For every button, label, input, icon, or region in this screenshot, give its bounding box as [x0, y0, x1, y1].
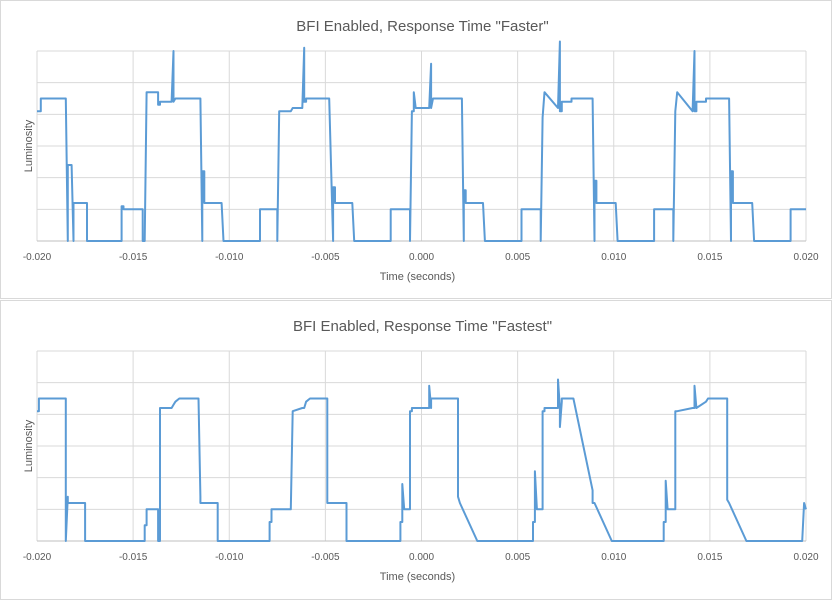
x-tick-label: 0.020	[793, 552, 818, 563]
x-tick-label: 0.010	[601, 552, 626, 563]
chart-panel-fastest: BFI Enabled, Response Time "Fastest" -0.0…	[0, 300, 832, 600]
x-tick-label: -0.020	[23, 552, 52, 563]
x-tick-label: -0.015	[119, 252, 148, 263]
x-tick-label: -0.020	[23, 252, 52, 263]
y-axis-label: Luminosity	[23, 419, 35, 472]
x-tick-label: 0.010	[601, 252, 626, 263]
x-tick-label: -0.010	[215, 252, 244, 263]
x-tick-label: 0.015	[697, 552, 722, 563]
x-tick-label: -0.010	[215, 552, 244, 563]
luminosity-series-line	[37, 40, 806, 242]
x-tick-label: -0.005	[311, 552, 340, 563]
x-tick-label: 0.020	[793, 252, 818, 263]
x-tick-label: 0.000	[409, 552, 434, 563]
x-tick-label: 0.015	[697, 252, 722, 263]
x-tick-label: -0.015	[119, 552, 148, 563]
y-axis-label: Luminosity	[23, 119, 35, 172]
chart-title: BFI Enabled, Response Time "Fastest"	[293, 318, 552, 335]
x-tick-label: -0.005	[311, 252, 340, 263]
chart-title: BFI Enabled, Response Time "Faster"	[296, 18, 548, 35]
chart-faster: BFI Enabled, Response Time "Faster" -0.02…	[23, 18, 819, 283]
chart-panel-faster: BFI Enabled, Response Time "Faster" -0.02…	[0, 0, 832, 299]
luminosity-series-line	[37, 378, 807, 542]
x-tick-label: 0.005	[505, 552, 530, 563]
x-axis-label: Time (seconds)	[380, 271, 455, 283]
x-tick-label: 0.005	[505, 252, 530, 263]
x-tick-label: 0.000	[409, 252, 434, 263]
x-axis-label: Time (seconds)	[380, 571, 455, 583]
chart-fastest: BFI Enabled, Response Time "Fastest" -0.0…	[23, 318, 819, 583]
